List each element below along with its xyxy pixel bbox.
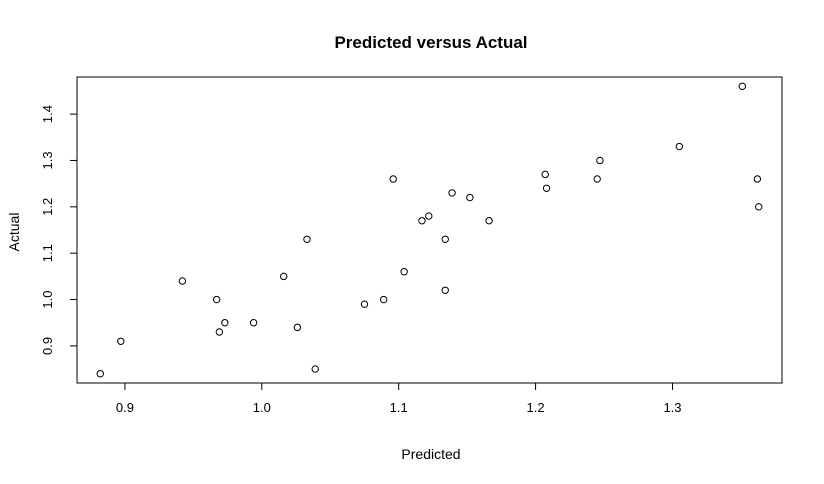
data-point [596,156,604,165]
y-axis-label: Actual [6,213,22,252]
data-point [400,268,408,276]
data-point [215,328,224,336]
data-point [389,175,397,183]
data-point [448,189,456,197]
data-point [178,277,187,285]
data-point [221,319,229,327]
data-point [675,142,684,151]
x-axis: 0.9 1.0 1.1 1.2 1.3 [116,382,682,415]
data-point [466,193,474,202]
x-tick-label: 1.1 [390,400,408,415]
x-tick-label: 1.3 [663,400,681,415]
y-tick-label: 1.0 [40,291,55,309]
data-point [593,175,601,183]
data-point [379,295,388,304]
x-tick-label: 1.2 [527,400,545,415]
data-point [280,272,288,281]
data-point [117,337,125,345]
data-points [96,82,763,378]
y-tick-label: 1.3 [40,151,55,169]
y-axis: 0.9 1.0 1.1 1.2 1.3 1.4 [40,105,78,355]
data-point [212,295,221,304]
y-tick-label: 1.4 [40,105,55,123]
data-point [96,370,104,378]
y-tick-label: 0.9 [40,337,55,355]
data-point [425,212,433,220]
data-point [755,203,763,211]
data-point [541,170,549,179]
chart-title: Predicted versus Actual [334,33,527,52]
data-point [418,217,426,225]
x-axis-label: Predicted [401,446,460,462]
data-point [311,365,319,373]
x-tick-label: 0.9 [116,400,134,415]
y-tick-label: 1.1 [40,244,55,262]
data-point [753,175,762,183]
data-point [293,323,302,332]
plot-frame [76,76,783,384]
y-tick-label: 1.2 [40,198,55,216]
data-point [249,319,258,327]
x-tick-label: 1.0 [253,400,271,415]
data-point [303,235,311,243]
data-point [441,286,449,294]
data-point [738,82,747,90]
data-point [441,235,449,243]
data-point [542,184,551,192]
data-point [485,217,493,225]
data-point [360,300,369,308]
